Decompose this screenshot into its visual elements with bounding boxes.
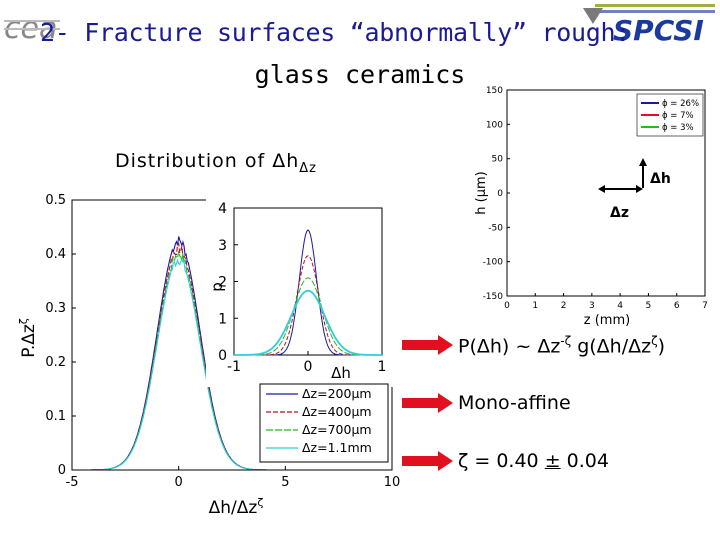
profile-x-tick-label: 6 [674, 301, 680, 311]
profile-y-tick-label: -150 [483, 292, 504, 302]
delta-z-arrow-head-left [598, 185, 605, 193]
delta-h-annotation: Δh [650, 171, 671, 187]
inset-x-axis-label: Δh [331, 364, 351, 382]
bullet-zeta-label: ζ = 0.40 [458, 450, 539, 472]
inset-y-tick-label: 4 [218, 201, 227, 217]
profile-y-tick-label: 50 [492, 155, 504, 165]
inset-y-axis-label: p [208, 282, 226, 292]
profile-y-tick-label: -100 [483, 258, 504, 268]
spcsi-logo: SPCSI [583, 4, 715, 46]
profile-legend-label: ϕ = 3% [662, 123, 694, 133]
bullet-mono-affine: Mono-affine [458, 392, 571, 414]
bullet-scaling-close: ) [657, 335, 666, 358]
main-legend-label: Δz=1.1mm [302, 440, 372, 455]
inset-x-tick-label: 0 [304, 359, 313, 375]
main-x-tick-label: 5 [281, 475, 289, 490]
profile-y-tick-label: 0 [497, 189, 503, 199]
main-y-tick-label: 0.3 [45, 301, 66, 316]
inset-y-tick-label: 0 [218, 348, 227, 364]
cea-logo: cea [4, 11, 60, 46]
distribution-label: Distribution of ΔhΔz [115, 150, 317, 176]
bullet-zeta-error: 0.04 [566, 450, 609, 472]
profile-x-tick-label: 5 [646, 301, 652, 311]
inset-x-tick-label: -1 [227, 359, 241, 375]
distribution-label-sub: Δz [299, 160, 317, 176]
bullet-scaling-tail: g(Δh/Δz [571, 335, 652, 358]
profile-annotations: Δh Δz [598, 158, 671, 221]
bullet-scaling-sup: -ζ [560, 334, 572, 348]
profile-x-tick-label: 7 [702, 301, 708, 311]
profile-x-axis-label: z (mm) [584, 313, 630, 328]
profile-legend: ϕ = 26% ϕ = 7% ϕ = 3% [636, 93, 704, 137]
profile-y-tick-label: -50 [488, 223, 503, 233]
main-y-tick-label: 0.2 [45, 355, 66, 370]
inset-y-tick-label: 1 [218, 311, 227, 327]
bullet-zeta-value: ζ = 0.40 ± 0.04 [458, 450, 609, 472]
main-y-tick-label: 0.4 [45, 247, 66, 262]
bullet-scaling-label: P(Δh) ~ Δz [458, 335, 561, 358]
arrow-icon [402, 451, 453, 471]
spcsi-logo-text: SPCSI [613, 14, 704, 46]
main-legend-label: Δz=700μm [302, 422, 372, 437]
bullet-scaling-tail-sup: ζ [651, 334, 658, 348]
main-x-axis-label: Δh/Δzζ [209, 496, 264, 518]
main-legend-label: Δz=200μm [302, 386, 372, 401]
profile-x-tick-label: 3 [589, 301, 595, 311]
main-x-axis-label-sup: ζ [257, 496, 263, 509]
inset-series-line-4 [234, 289, 382, 356]
profile-y-tick-label: 150 [486, 86, 503, 96]
main-y-tick-label: 0.1 [45, 409, 66, 424]
inset-x-tick-label: 1 [378, 359, 387, 375]
slide-title: 2- Fracture surfaces “abnormally” rough: [40, 18, 631, 47]
profile-x-tick-label: 1 [532, 301, 538, 311]
delta-z-arrow-head-right [636, 185, 643, 193]
bullet-zeta-pm: ± [544, 450, 561, 472]
profile-legend-label: ϕ = 26% [662, 99, 699, 109]
profile-x-tick-label: 0 [504, 301, 510, 311]
main-legend: Δz=200μm Δz=400μm Δz=700μm Δz=1.1mm [259, 383, 389, 463]
inset-y-tick-label: 2 [218, 275, 227, 291]
arrow-icon [402, 335, 453, 355]
main-y-tick-label: 0 [58, 463, 66, 478]
slide-subtitle: glass ceramics [254, 60, 466, 89]
inset-y-tick-label: 3 [218, 238, 227, 254]
profile-y-axis-label: h (μm) [474, 171, 489, 214]
main-x-tick-label: 10 [384, 475, 401, 490]
profile-x-tick-label: 2 [561, 301, 567, 311]
profile-x-tick-label: 4 [617, 301, 623, 311]
height-profile-chart: 0 1 2 3 4 5 6 7 -150 -100 -50 0 50 100 150 z (mm) h (μm)… [474, 86, 708, 328]
main-y-tick-label: 0.5 [45, 193, 66, 208]
arrow-icon [402, 393, 453, 413]
profile-legend-label: ϕ = 7% [662, 111, 694, 121]
main-legend-label: Δz=400μm [302, 404, 372, 419]
distribution-label-text: Distribution of Δh [115, 150, 300, 172]
delta-z-annotation: Δz [610, 205, 629, 221]
main-legend-box [259, 383, 389, 463]
bullet-scaling-law: P(Δh) ~ Δz-ζ g(Δh/Δzζ) [458, 334, 665, 357]
main-x-tick-label: -5 [66, 475, 79, 490]
main-y-axis-label-sup: ζ [17, 318, 30, 324]
main-y-axis-label: P.Δzζ [17, 318, 39, 358]
main-x-tick-label: 0 [175, 475, 183, 490]
profile-y-tick-label: 100 [486, 120, 503, 130]
delta-h-arrow-head [639, 158, 647, 166]
